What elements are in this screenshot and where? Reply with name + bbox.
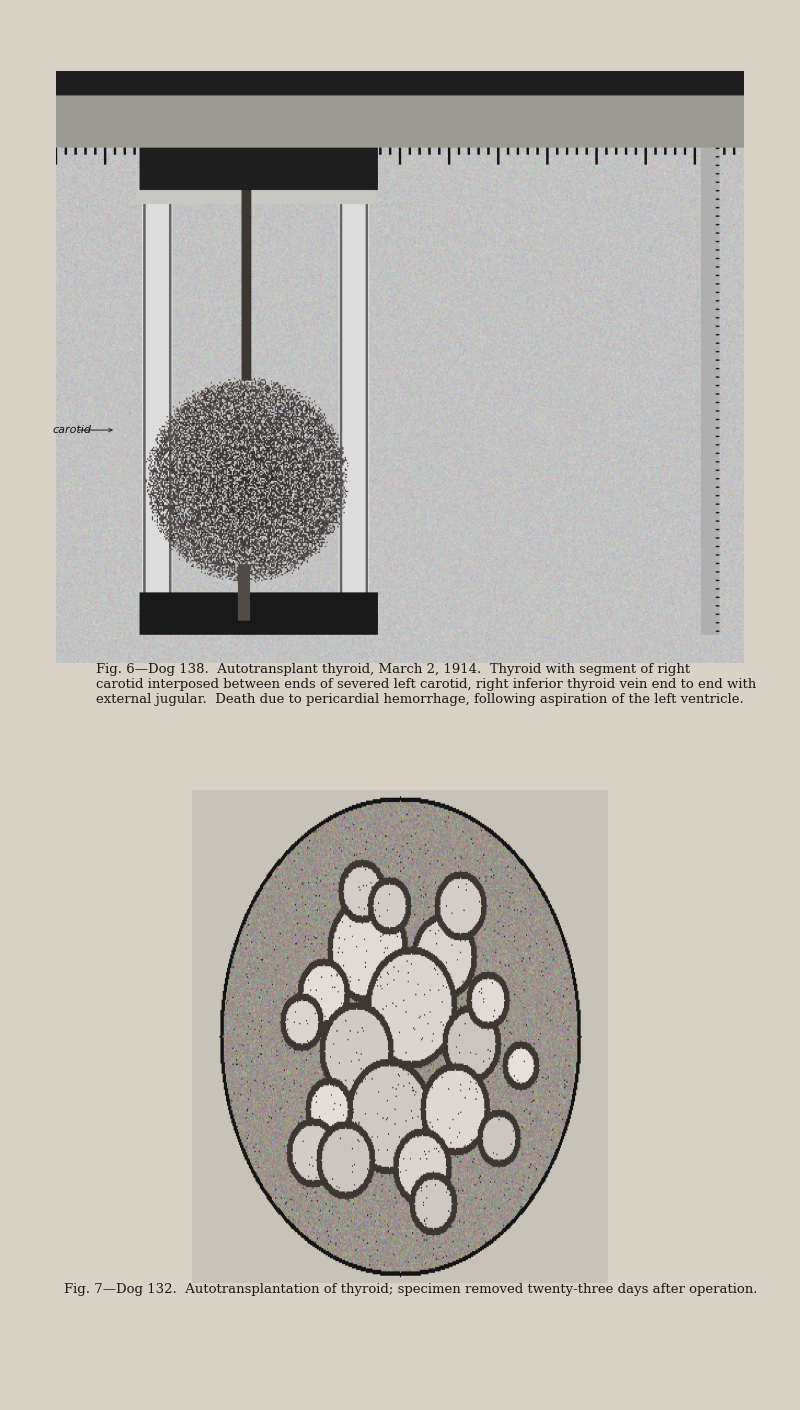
FancyArrowPatch shape [78,429,112,431]
Text: Fig. 7—Dog 132.  Autotransplantation of thyroid; specimen removed twenty-three d: Fig. 7—Dog 132. Autotransplantation of t… [64,1283,758,1296]
Text: Fig. 6—Dog 138.  Autotransplant thyroid, March 2, 1914.  Thyroid with segment of: Fig. 6—Dog 138. Autotransplant thyroid, … [96,663,756,705]
Text: carotid: carotid [52,424,91,436]
